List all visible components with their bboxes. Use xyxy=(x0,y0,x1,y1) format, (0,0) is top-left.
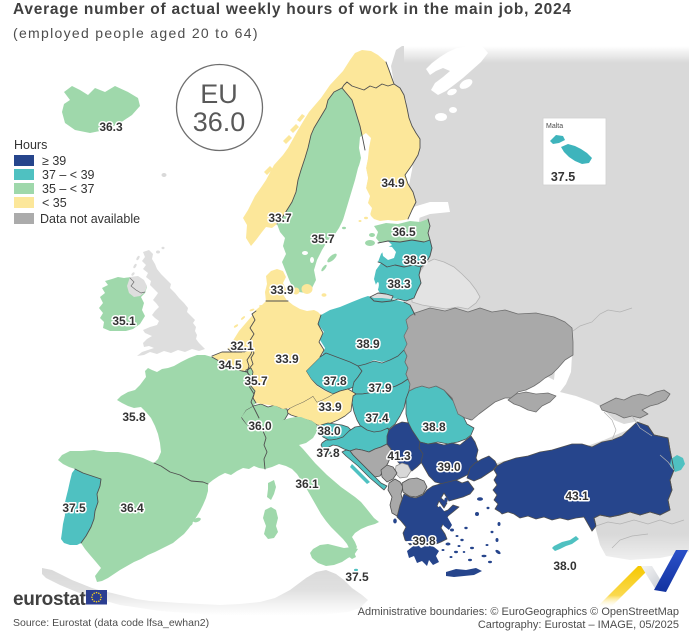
svg-text:37.9: 37.9 xyxy=(368,381,392,395)
svg-text:≥ 39: ≥ 39 xyxy=(42,154,66,168)
svg-text:39.8: 39.8 xyxy=(412,534,436,548)
svg-text:Administrative boundaries: © E: Administrative boundaries: © EuroGeograp… xyxy=(358,606,679,618)
svg-text:36.5: 36.5 xyxy=(392,225,416,239)
svg-text:39.0: 39.0 xyxy=(437,460,461,474)
svg-text:eurostat: eurostat xyxy=(13,589,87,610)
svg-text:36.4: 36.4 xyxy=(120,501,144,515)
svg-text:38.3: 38.3 xyxy=(403,253,427,267)
svg-text:37 – < 39: 37 – < 39 xyxy=(42,168,95,182)
svg-text:36.3: 36.3 xyxy=(99,120,123,134)
svg-text:Cartography: Eurostat – IMAGE,: Cartography: Eurostat – IMAGE, 05/2025 xyxy=(478,619,679,631)
svg-text:35.1: 35.1 xyxy=(112,314,136,328)
svg-text:35 – < 37: 35 – < 37 xyxy=(42,182,95,196)
svg-text:32.1: 32.1 xyxy=(230,339,254,353)
svg-text:37.5: 37.5 xyxy=(345,570,369,584)
svg-text:36.0: 36.0 xyxy=(193,107,246,137)
svg-text:33.9: 33.9 xyxy=(270,283,294,297)
svg-text:Hours: Hours xyxy=(14,138,47,152)
svg-text:33.7: 33.7 xyxy=(268,211,292,225)
svg-text:35.7: 35.7 xyxy=(311,232,335,246)
svg-text:38.0: 38.0 xyxy=(553,559,577,573)
svg-text:Source: Eurostat (data code lf: Source: Eurostat (data code lfsa_ewhan2) xyxy=(13,617,209,629)
svg-text:EU: EU xyxy=(200,79,238,109)
svg-text:(employed people aged 20 to 64: (employed people aged 20 to 64) xyxy=(13,25,259,41)
svg-text:38.8: 38.8 xyxy=(422,420,446,434)
svg-text:Average number of actual weekl: Average number of actual weekly hours of… xyxy=(13,1,572,18)
svg-text:43.1: 43.1 xyxy=(565,489,589,503)
svg-text:33.9: 33.9 xyxy=(275,352,299,366)
svg-text:38.3: 38.3 xyxy=(387,277,411,291)
svg-text:Data not available: Data not available xyxy=(40,212,140,226)
svg-text:35.7: 35.7 xyxy=(244,374,268,388)
svg-text:37.5: 37.5 xyxy=(551,170,575,184)
svg-text:37.5: 37.5 xyxy=(62,501,86,515)
svg-text:41.3: 41.3 xyxy=(387,449,411,463)
svg-text:37.8: 37.8 xyxy=(316,446,340,460)
svg-text:38.0: 38.0 xyxy=(317,424,341,438)
svg-text:Malta: Malta xyxy=(546,123,563,130)
svg-text:36.1: 36.1 xyxy=(295,477,319,491)
svg-text:< 35: < 35 xyxy=(42,196,67,210)
svg-text:37.8: 37.8 xyxy=(323,374,347,388)
svg-text:37.4: 37.4 xyxy=(365,411,389,425)
svg-text:38.9: 38.9 xyxy=(356,337,380,351)
svg-text:33.9: 33.9 xyxy=(318,400,342,414)
svg-text:34.5: 34.5 xyxy=(218,358,242,372)
svg-text:34.9: 34.9 xyxy=(381,176,405,190)
svg-text:36.0: 36.0 xyxy=(248,419,272,433)
svg-text:35.8: 35.8 xyxy=(122,410,146,424)
